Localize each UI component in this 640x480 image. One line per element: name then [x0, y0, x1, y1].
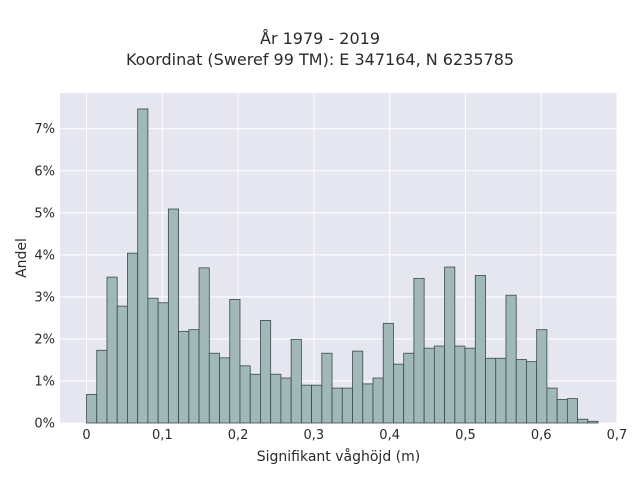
y-tick-label: 3% [34, 290, 55, 305]
x-tick-label: 0,3 [304, 428, 325, 443]
x-tick-label: 0 [82, 428, 90, 443]
x-tick-label: 0,6 [531, 428, 552, 443]
histogram-bar [96, 349, 108, 424]
histogram-bar [116, 305, 128, 424]
histogram-bar [106, 276, 118, 424]
histogram-bar [157, 302, 169, 424]
histogram-bar [249, 373, 261, 424]
histogram-bar [188, 329, 200, 424]
y-tick-label: 2% [34, 332, 55, 347]
histogram-bar [556, 399, 568, 424]
histogram-bar [566, 398, 578, 424]
histogram-bar [382, 322, 394, 424]
histogram-bar [526, 361, 538, 424]
histogram-bar [147, 297, 159, 424]
histogram-bar [362, 383, 374, 424]
histogram-bar [444, 266, 456, 424]
histogram-bar [321, 352, 333, 424]
x-axis-ticks: 0 0,1 0,2 0,3 0,4 0,5 0,6 0,7 [82, 428, 627, 443]
y-tick-label: 5% [34, 206, 55, 221]
histogram-bar [474, 275, 486, 424]
chart-title: År 1979 - 2019 [260, 29, 380, 48]
histogram-bar [331, 387, 343, 424]
y-tick-label: 4% [34, 248, 55, 263]
histogram-bar [433, 345, 445, 424]
histogram-bar [485, 357, 497, 424]
histogram-bar [505, 294, 517, 424]
histogram-bar [423, 347, 435, 424]
histogram-bar [127, 252, 139, 424]
histogram-bar [229, 299, 241, 424]
histogram-bar [546, 387, 558, 424]
y-axis-label: Andel [14, 238, 30, 278]
histogram-bar [219, 357, 231, 424]
histogram-bar [413, 277, 425, 424]
histogram-bar [454, 345, 466, 424]
histogram-bar [239, 365, 251, 424]
histogram-bar [290, 338, 302, 424]
x-tick-label: 0,7 [607, 428, 628, 443]
x-axis-label: Signifikant våghöjd (m) [257, 448, 420, 465]
histogram-bar [311, 384, 323, 424]
x-tick-label: 0,1 [152, 428, 173, 443]
histogram-bar [536, 329, 548, 424]
histogram-bar [495, 357, 507, 424]
y-tick-label: 7% [34, 122, 55, 137]
histogram-bar [260, 320, 272, 424]
histogram-bar [167, 208, 179, 424]
chart-subtitle: Koordinat (Sweref 99 TM): E 347164, N 62… [125, 50, 515, 69]
histogram-bar [178, 330, 190, 424]
histogram-bar [86, 394, 98, 424]
histogram-bar [403, 352, 415, 424]
histogram-bar [137, 108, 149, 424]
x-tick-label: 0,5 [455, 428, 476, 443]
histogram-bar [515, 359, 527, 424]
histogram-bar [300, 384, 312, 424]
y-tick-label: 1% [34, 374, 55, 389]
histogram-bar [208, 352, 220, 424]
y-axis-ticks: 0% 1% 2% 3% 4% 5% 6% 7% [34, 122, 55, 431]
x-tick-label: 0,4 [379, 428, 400, 443]
histogram-bar [341, 387, 353, 424]
x-tick-label: 0,2 [228, 428, 249, 443]
histogram-bar [270, 373, 282, 424]
y-tick-label: 6% [34, 164, 55, 179]
histogram-bar [577, 418, 589, 424]
histogram-bar [198, 267, 210, 424]
histogram-bar [280, 377, 292, 424]
histogram-bar [393, 363, 405, 424]
histogram-bar [464, 347, 476, 424]
histogram-bar [372, 377, 384, 424]
histogram-bars [86, 108, 599, 424]
histogram-bar [587, 420, 599, 424]
histogram-bar [352, 350, 364, 424]
y-tick-label: 0% [34, 417, 55, 432]
